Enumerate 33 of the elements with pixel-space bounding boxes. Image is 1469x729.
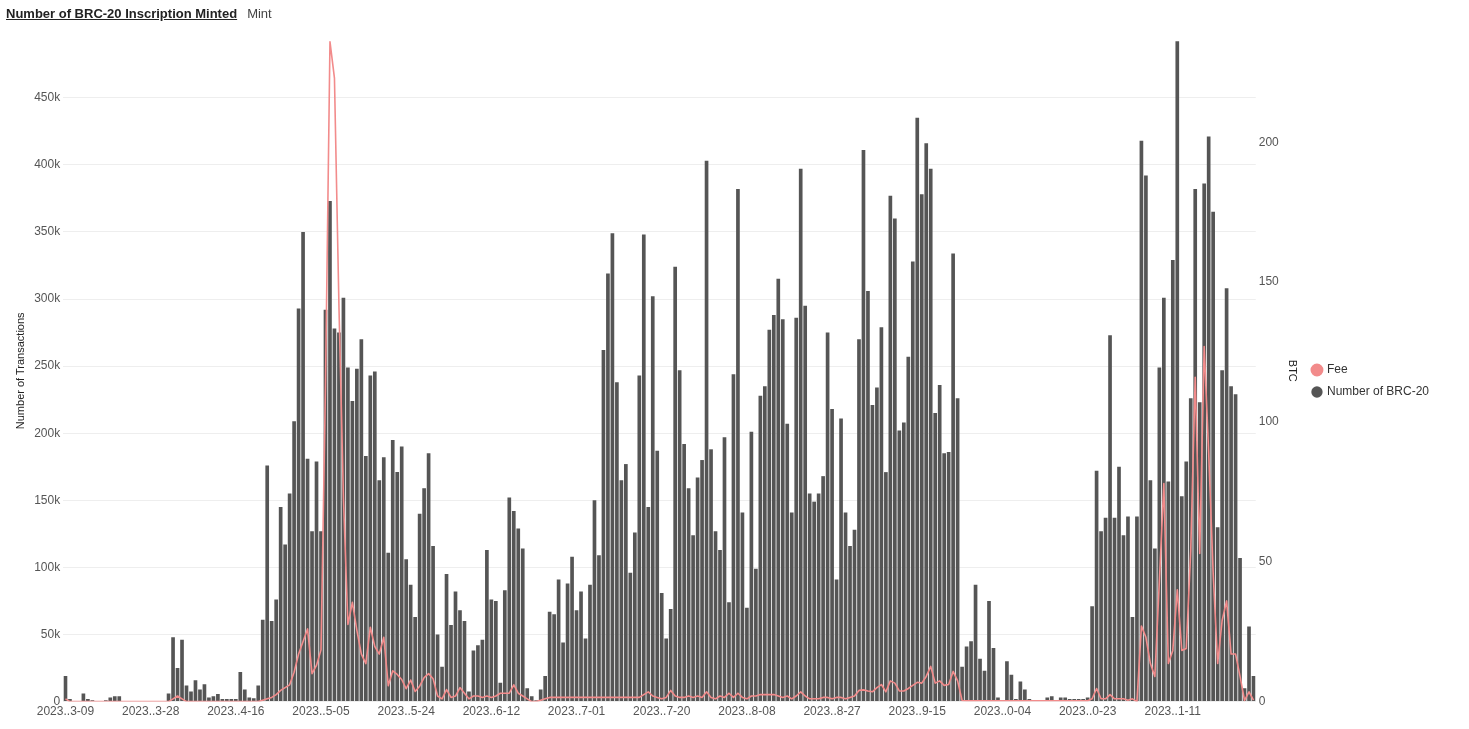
y-tick-label: 50k	[40, 626, 62, 641]
y-tick-label: 300k	[34, 291, 62, 306]
x-tick-label: 2023..1-11	[1144, 704, 1202, 719]
y2-tick-label: 100	[1258, 414, 1280, 429]
y-tick-label: 450k	[34, 90, 62, 105]
y2-tick-label: 50	[1258, 554, 1273, 569]
y-tick-label: 150k	[34, 492, 62, 507]
y-axis-title: Number of Transactions	[13, 311, 26, 430]
y-tick-label: 400k	[34, 157, 62, 172]
x-tick-label: 2023..7-20	[633, 704, 691, 719]
x-tick-label: 2023..9-15	[888, 704, 947, 719]
x-tick-label: 2023..7-01	[547, 704, 606, 719]
x-tick-label: 2023..0-04	[973, 704, 1032, 719]
x-tick-label: 2023..5-05	[292, 704, 351, 719]
chart-subtitle: Mint	[247, 6, 272, 21]
y2-axis-title: BTC	[1287, 359, 1300, 382]
legend-label: Number of BRC-20	[1326, 384, 1430, 399]
x-tick-label: 2023..4-16	[207, 704, 265, 719]
x-tick-label: 2023..0-23	[1058, 704, 1117, 719]
legend-label: Fee	[1326, 362, 1348, 377]
y2-tick-label: 200	[1258, 134, 1280, 149]
x-tick-label: 2023..6-12	[462, 704, 521, 719]
y2-tick-label: 150	[1258, 274, 1280, 289]
x-tick-label: 2023..5-24	[377, 704, 436, 719]
y-tick-label: 100k	[34, 559, 62, 574]
y-tick-label: 200k	[34, 425, 62, 440]
x-tick-label: 2023..3-28	[121, 704, 180, 719]
chart-title: Number of BRC-20 Inscription Minted	[6, 6, 238, 21]
y2-tick-label: 0	[1258, 693, 1266, 708]
y-tick-label: 250k	[34, 358, 62, 373]
x-tick-label: 2023..8-27	[803, 704, 862, 719]
x-tick-label: 2023..8-08	[718, 704, 776, 719]
y-tick-label: 350k	[34, 224, 62, 239]
